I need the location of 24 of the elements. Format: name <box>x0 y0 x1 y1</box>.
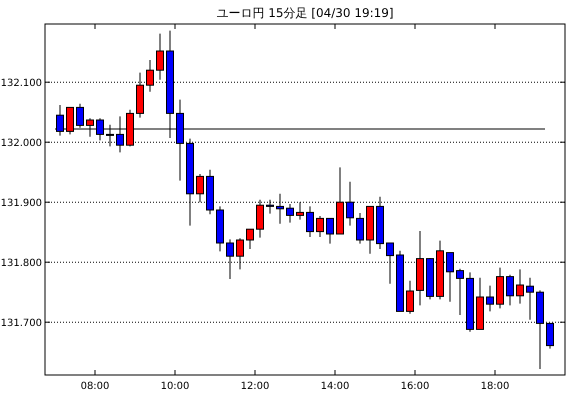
candlestick <box>486 285 494 312</box>
x-tick-label: 18:00 <box>480 381 510 392</box>
candlestick <box>246 228 254 250</box>
candlestick <box>516 268 524 304</box>
candlestick <box>506 274 514 306</box>
y-tick-label: 131.700 <box>0 318 42 330</box>
y-tick-label: 132.000 <box>0 138 42 150</box>
candlestick <box>456 268 464 316</box>
y-tick-label: 132.100 <box>0 78 42 90</box>
x-tick-label: 16:00 <box>400 381 430 392</box>
candlestick <box>286 204 294 224</box>
candlestick <box>316 216 324 238</box>
candlestick <box>356 212 364 244</box>
candlestick <box>406 280 414 314</box>
candlestick <box>306 206 314 238</box>
x-tick-label: 14:00 <box>320 381 350 392</box>
y-tick-label: 131.900 <box>0 198 42 210</box>
x-tick-label: 12:00 <box>240 381 270 392</box>
candlestick <box>326 218 334 244</box>
x-tick-label: 10:00 <box>160 381 190 392</box>
candlestick <box>526 277 534 320</box>
x-tick-label: 08:00 <box>80 381 110 392</box>
chart-title: ユーロ円 15分足 [04/30 19:19] <box>216 6 394 20</box>
y-tick-label: 131.800 <box>0 258 42 270</box>
